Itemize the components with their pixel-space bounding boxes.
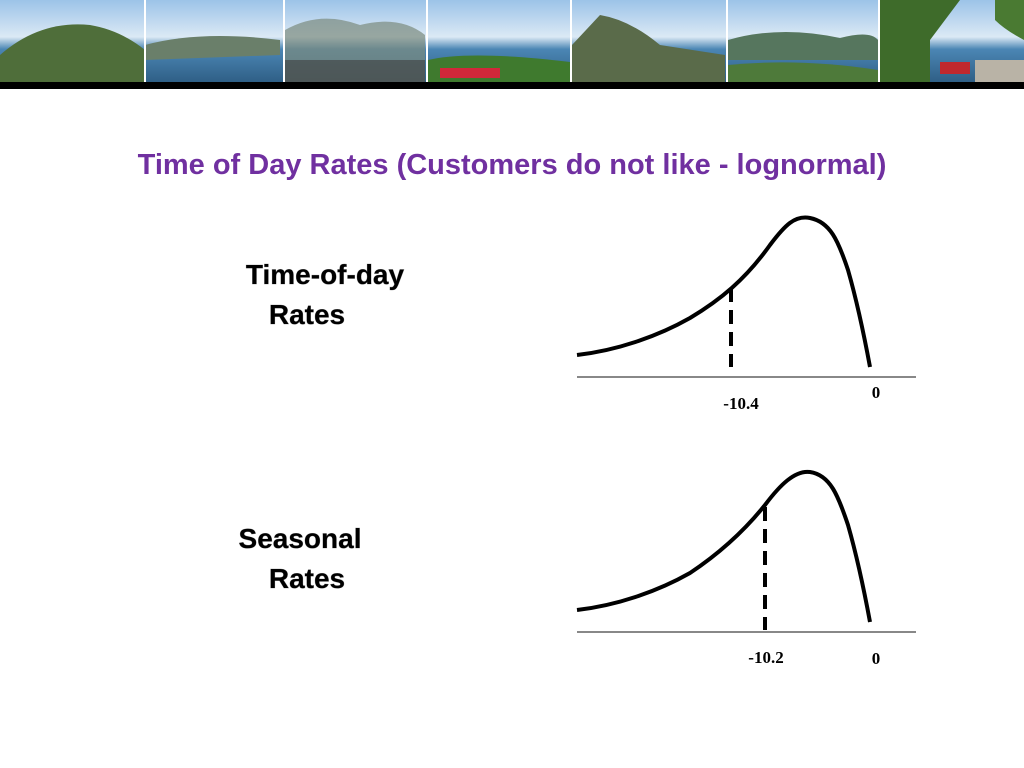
marker-label: -10.2	[748, 648, 783, 667]
photo-banner	[0, 0, 1024, 89]
panel-2: Seasonal Rates -10.2 0	[238, 469, 916, 668]
panel-label: Rates	[269, 299, 345, 330]
density-curve	[576, 215, 872, 368]
zero-label: 0	[872, 383, 881, 402]
slide-title: Time of Day Rates (Customers do not like…	[138, 149, 887, 181]
marker-label: -10.4	[723, 394, 759, 413]
panel-label: Rates	[269, 563, 345, 594]
panel-label: Seasonal	[239, 523, 362, 554]
panel-1: Time-of-day Rates -10.4 0	[246, 215, 916, 413]
density-curve	[576, 469, 872, 623]
panel-label: Time-of-day	[246, 259, 405, 290]
zero-label: 0	[872, 649, 881, 668]
